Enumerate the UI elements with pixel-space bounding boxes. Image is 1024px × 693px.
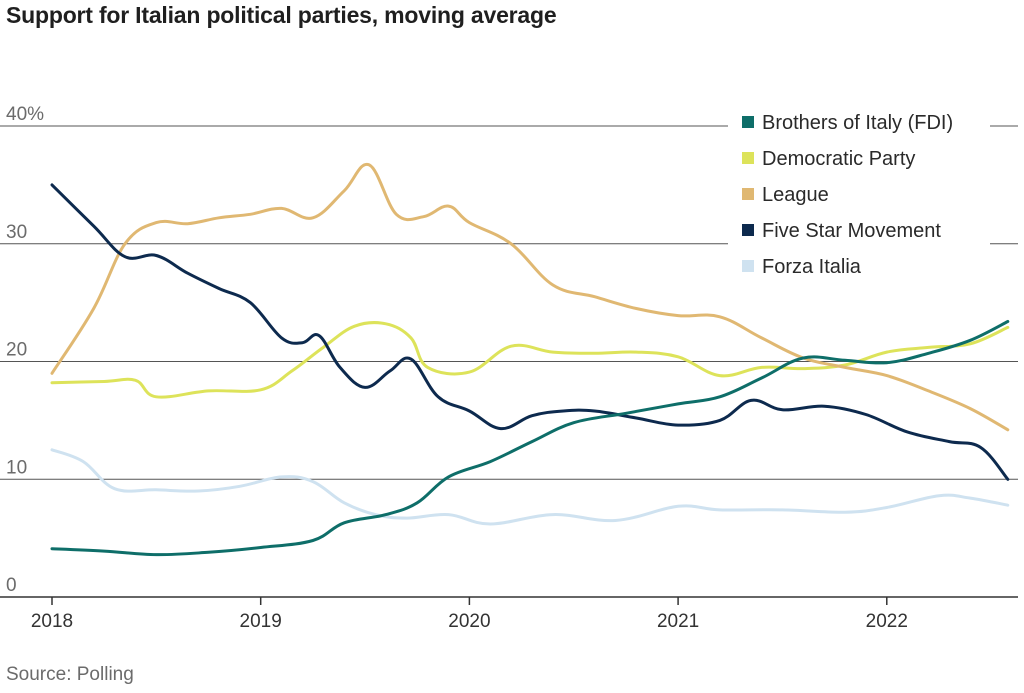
legend-swatch <box>742 260 754 272</box>
y-axis-ticks: 0 10 20 30 40% <box>6 104 44 596</box>
legend: Brothers of Italy (FDI) Democratic Party L… <box>742 112 953 278</box>
y-tick-label: 40% <box>6 104 44 125</box>
legend-swatch <box>742 116 754 128</box>
x-tick-label: 2020 <box>448 611 490 632</box>
series-line-forza-italia <box>50 448 1010 526</box>
legend-label: League <box>762 184 829 206</box>
legend-swatch <box>742 152 754 164</box>
legend-label: Five Star Movement <box>762 220 941 242</box>
series-line-league <box>50 162 1010 432</box>
series-line-five-star-movement <box>50 183 1010 481</box>
x-tick-label: 2022 <box>866 611 908 632</box>
x-axis: 2018 2019 2020 2021 2022 <box>0 596 1018 632</box>
series-line-democratic-party <box>50 321 1010 399</box>
x-tick-label: 2018 <box>31 611 73 632</box>
legend-label: Brothers of Italy (FDI) <box>762 112 953 134</box>
series-line-brothers-of-italy-fdi <box>50 320 1010 557</box>
x-tick-label: 2021 <box>657 611 699 632</box>
chart-title: Support for Italian political parties, m… <box>6 2 557 28</box>
source-note: Source: Polling <box>6 664 134 685</box>
series-lines <box>50 162 1010 557</box>
legend-label: Democratic Party <box>762 148 915 170</box>
y-tick-label: 20 <box>6 340 27 361</box>
y-tick-label: 10 <box>6 457 27 478</box>
y-tick-label: 30 <box>6 222 27 243</box>
legend-swatch <box>742 224 754 236</box>
legend-swatch <box>742 188 754 200</box>
x-tick-label: 2019 <box>240 611 282 632</box>
legend-label: Forza Italia <box>762 256 862 278</box>
y-tick-label: 0 <box>6 575 17 596</box>
